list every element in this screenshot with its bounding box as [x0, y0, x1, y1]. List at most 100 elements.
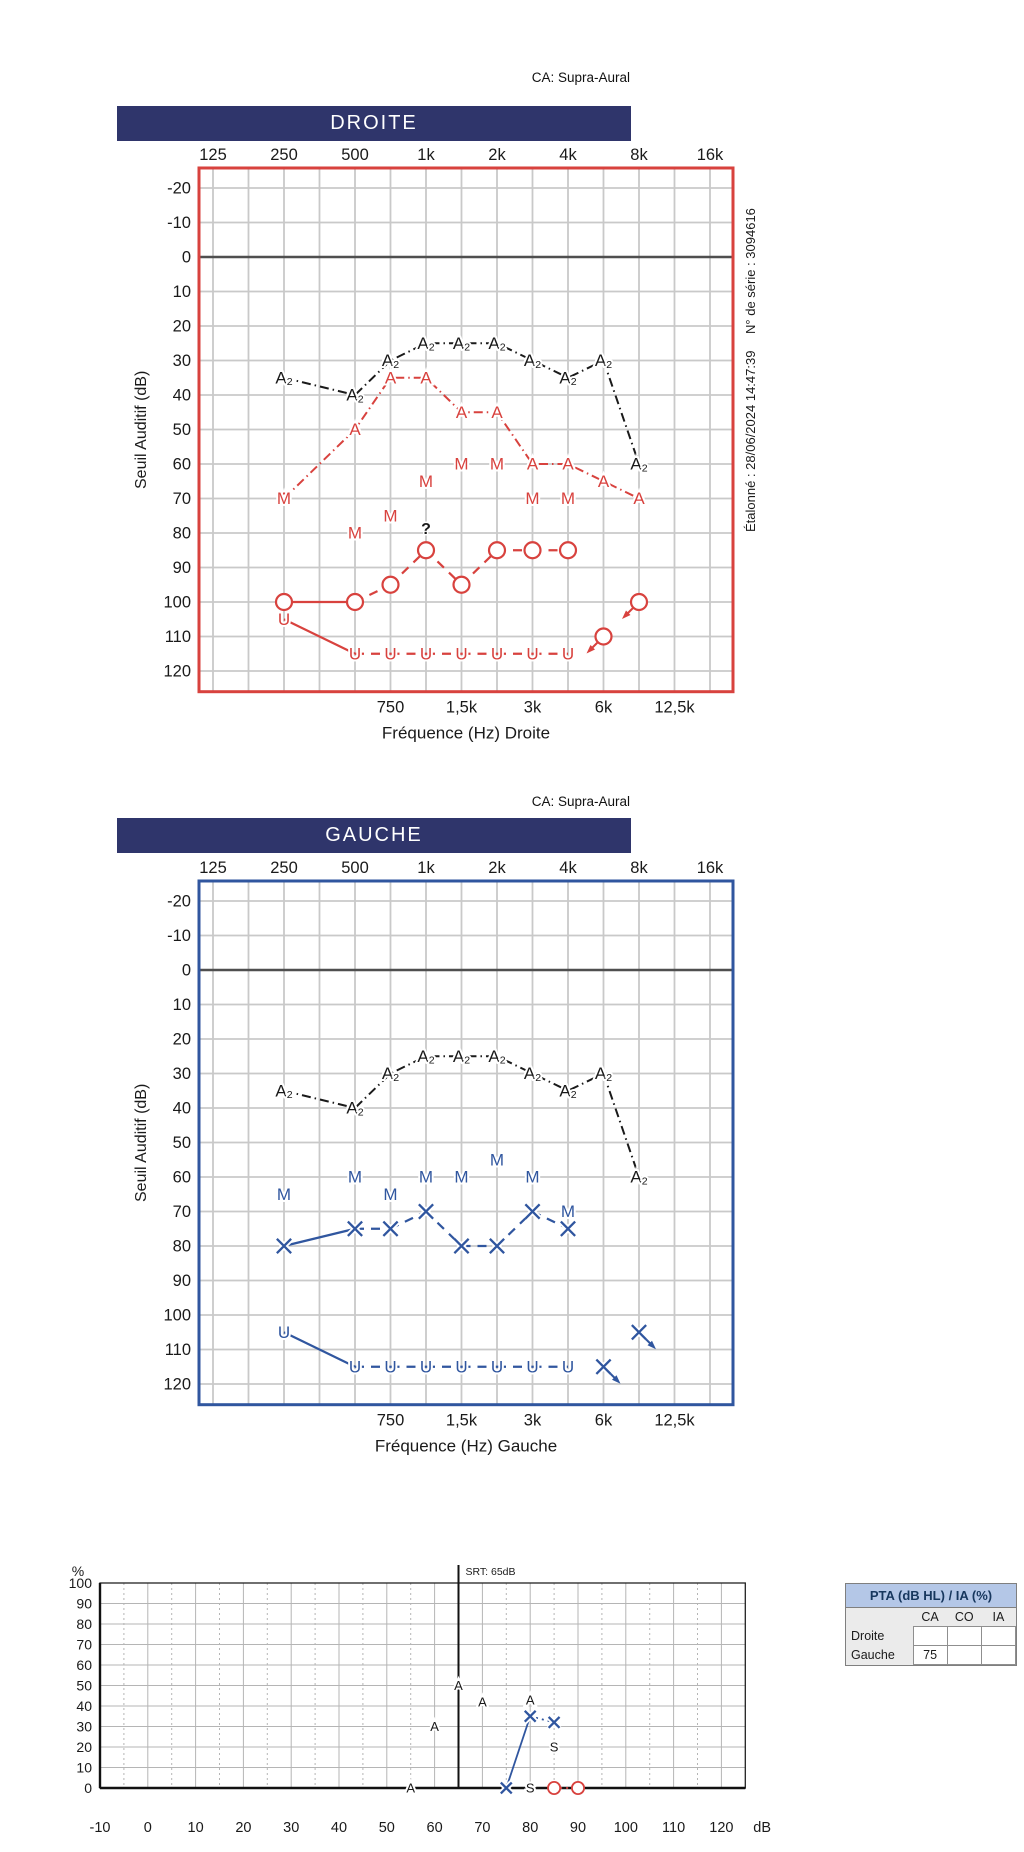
air-conduction-left-x-symbol [453, 1238, 470, 1254]
aided-binaural-a2-symbol: A2 [453, 334, 470, 354]
masked-left-m-symbol: M [419, 1168, 433, 1187]
db-tick-label: 0 [182, 962, 191, 980]
freq-label-top: 250 [270, 146, 298, 164]
db-tick-label: 40 [173, 387, 191, 405]
air-conduction-left-x-symbol [524, 1203, 541, 1220]
aided-binaural-a2-symbol: A2 [524, 1064, 541, 1084]
air-conduction-right-o-no-response-arrowhead [622, 610, 631, 619]
serial-number-note: N° de série : 3094616 [743, 208, 758, 334]
masked-right-m-symbol: M [348, 524, 362, 543]
air-conduction-right-o-symbol [381, 575, 400, 594]
aided-binaural-a2-symbol: A2 [559, 368, 576, 388]
speech-y-tick-label: 30 [76, 1719, 92, 1735]
speech-x-tick-label: 110 [662, 1820, 685, 1836]
freq-label-bottom: 12,5k [654, 1412, 695, 1430]
masked-left-m-symbol: M [277, 1185, 291, 1204]
db-tick-label: 90 [173, 559, 191, 577]
aided-binaural-a2-symbol: A2 [417, 1047, 434, 1067]
ucl-left-u-symbol: U [526, 1357, 538, 1376]
air-conduction-left-x-symbol [276, 1238, 292, 1254]
speech-x-tick-label: 120 [709, 1820, 733, 1836]
masked-right-m-symbol: M [525, 489, 539, 508]
freq-label-top: 500 [341, 859, 369, 877]
ucl-left-u-symbol: U [278, 1323, 290, 1342]
speech-x-tick-label: 30 [283, 1820, 299, 1836]
speech-x-tick-label: 10 [188, 1820, 204, 1836]
plot-border [197, 166, 735, 694]
air-conduction-left-x-nr-symbol [631, 1324, 647, 1341]
pta-header-row: CA CO IA [846, 1608, 1016, 1627]
pta-droite-ia-cell [980, 1626, 1017, 1646]
aided-binaural-a2-symbol: A2 [275, 1081, 292, 1101]
speech-y-tick-label: 10 [76, 1760, 92, 1776]
speech-aided-a-symbol: A [454, 1678, 463, 1693]
x-axis-title: Fréquence (Hz) Gauche [375, 1437, 557, 1456]
aided-right-a-symbol: A [278, 489, 290, 508]
pta-droite-co-cell [946, 1626, 982, 1646]
speech-x-tick-label: 40 [331, 1820, 347, 1836]
db-tick-label: -10 [167, 927, 191, 945]
aided-binaural-a2-symbol: A2 [524, 351, 541, 371]
freq-label-bottom: 1,5k [446, 699, 478, 717]
aided-right-a-symbol: A [491, 403, 503, 422]
pta-table-grid: CA CO IA Droite Gauche 75 [846, 1608, 1017, 1665]
pta-gauche-co-cell [946, 1645, 982, 1665]
right-ear-title: DROITE [330, 112, 418, 134]
db-tick-label: -20 [167, 180, 191, 198]
speech-audiometry-chart: SRT: 65dB 0 10 20 30 40 50 60 70 80 90 100% -10 0 10 20… [69, 1563, 771, 1836]
speech-aided-a-symbol: A [406, 1781, 415, 1796]
speech-db-unit: dB [753, 1820, 771, 1836]
speech-y-tick-label: 0 [84, 1780, 92, 1796]
aided-right-a-symbol: A [562, 455, 574, 474]
speech-aided-a-symbol: A [430, 1719, 439, 1734]
coupler-note-right: CA: Supra-Aural [531, 70, 630, 85]
freq-label-bottom: 1,5k [446, 1412, 478, 1430]
y-axis-title: Seuil Auditif (dB) [133, 371, 150, 489]
freq-label-bottom: 3k [524, 699, 542, 717]
aided-binaural-a2-symbol: A2 [630, 455, 647, 475]
air-conduction-right-o-nr-symbol [629, 592, 649, 612]
speech-y-tick-label: 60 [76, 1657, 92, 1673]
db-tick-label: -10 [167, 214, 191, 232]
air-conduction-left-x-symbol [489, 1238, 505, 1254]
speech-y-tick-label: 80 [76, 1616, 92, 1632]
freq-label-bottom: 6k [595, 699, 613, 717]
db-tick-label: 60 [173, 456, 191, 474]
db-tick-label: 120 [163, 663, 191, 681]
air-conduction-right-o-symbol [345, 592, 365, 612]
air-conduction-right-o-no-response-arrowhead [586, 645, 595, 654]
freq-label-top: 1k [417, 146, 435, 164]
masked-right-m-symbol: M [490, 455, 504, 474]
db-tick-label: 70 [173, 490, 191, 508]
db-tick-label: 30 [173, 352, 191, 370]
freq-label-bottom: 3k [524, 1412, 542, 1430]
speech-right-o-symbol [547, 1780, 562, 1796]
aided-right-a-symbol: A [349, 420, 361, 439]
freq-label-bottom: 750 [377, 1412, 405, 1430]
ucl-right-u-symbol: U [278, 610, 290, 629]
ucl-right-u-symbol: U [420, 644, 432, 663]
db-tick-label: 0 [182, 249, 191, 267]
aided-binaural-a2-line [283, 1055, 640, 1178]
aided-binaural-a2-symbol: A2 [488, 1047, 505, 1067]
aided-binaural-a2-symbol: A2 [275, 368, 292, 388]
db-tick-label: 10 [173, 283, 191, 301]
db-tick-label: 50 [173, 1134, 191, 1152]
db-tick-label: 120 [163, 1376, 191, 1394]
ucl-left-u-line-segment [283, 1331, 356, 1368]
speech-y-tick-label: 90 [76, 1596, 92, 1612]
aided-binaural-a2-symbol: A2 [417, 334, 434, 354]
speech-x-tick-label: -10 [90, 1820, 111, 1836]
freq-label-top: 125 [199, 859, 227, 877]
pta-row-droite: Droite [846, 1626, 1017, 1646]
speech-right-o-symbol [570, 1780, 586, 1796]
freq-label-top: 500 [341, 146, 369, 164]
db-tick-label: 60 [173, 1169, 191, 1187]
db-tick-label: 40 [173, 1100, 191, 1118]
speech-x-tick-label: 50 [379, 1820, 395, 1836]
masked-right-m-symbol: M [383, 506, 397, 525]
freq-label-top: 8k [630, 146, 648, 164]
ucl-right-u-symbol: U [384, 644, 396, 663]
pta-col-ca: CA [921, 1610, 939, 1624]
speech-x-tick-label: 80 [522, 1820, 538, 1836]
